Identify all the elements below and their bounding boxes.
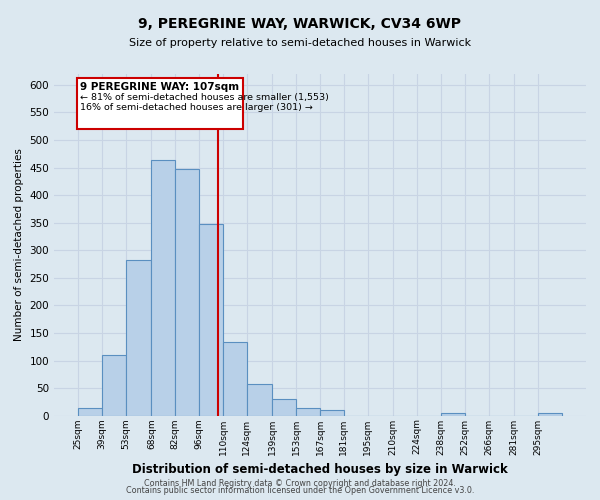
Bar [320, 410, 344, 416]
Bar [296, 408, 320, 416]
Bar [247, 384, 272, 416]
Bar [78, 408, 102, 416]
Bar [102, 355, 126, 416]
Bar [199, 224, 223, 416]
Text: ← 81% of semi-detached houses are smaller (1,553): ← 81% of semi-detached houses are smalle… [80, 93, 329, 102]
Bar [272, 399, 296, 415]
Text: 9, PEREGRINE WAY, WARWICK, CV34 6WP: 9, PEREGRINE WAY, WARWICK, CV34 6WP [139, 18, 461, 32]
Text: Size of property relative to semi-detached houses in Warwick: Size of property relative to semi-detach… [129, 38, 471, 48]
Text: Contains public sector information licensed under the Open Government Licence v3: Contains public sector information licen… [126, 486, 474, 495]
Bar [126, 260, 151, 416]
Text: 16% of semi-detached houses are larger (301) →: 16% of semi-detached houses are larger (… [80, 103, 313, 112]
Text: Contains HM Land Registry data © Crown copyright and database right 2024.: Contains HM Land Registry data © Crown c… [144, 478, 456, 488]
FancyBboxPatch shape [77, 78, 244, 129]
Bar [175, 169, 199, 416]
X-axis label: Distribution of semi-detached houses by size in Warwick: Distribution of semi-detached houses by … [132, 463, 508, 476]
Text: 9 PEREGRINE WAY: 107sqm: 9 PEREGRINE WAY: 107sqm [80, 82, 239, 92]
Bar [441, 413, 465, 416]
Bar [223, 342, 247, 415]
Bar [538, 413, 562, 416]
Y-axis label: Number of semi-detached properties: Number of semi-detached properties [14, 148, 24, 341]
Bar [151, 160, 175, 416]
